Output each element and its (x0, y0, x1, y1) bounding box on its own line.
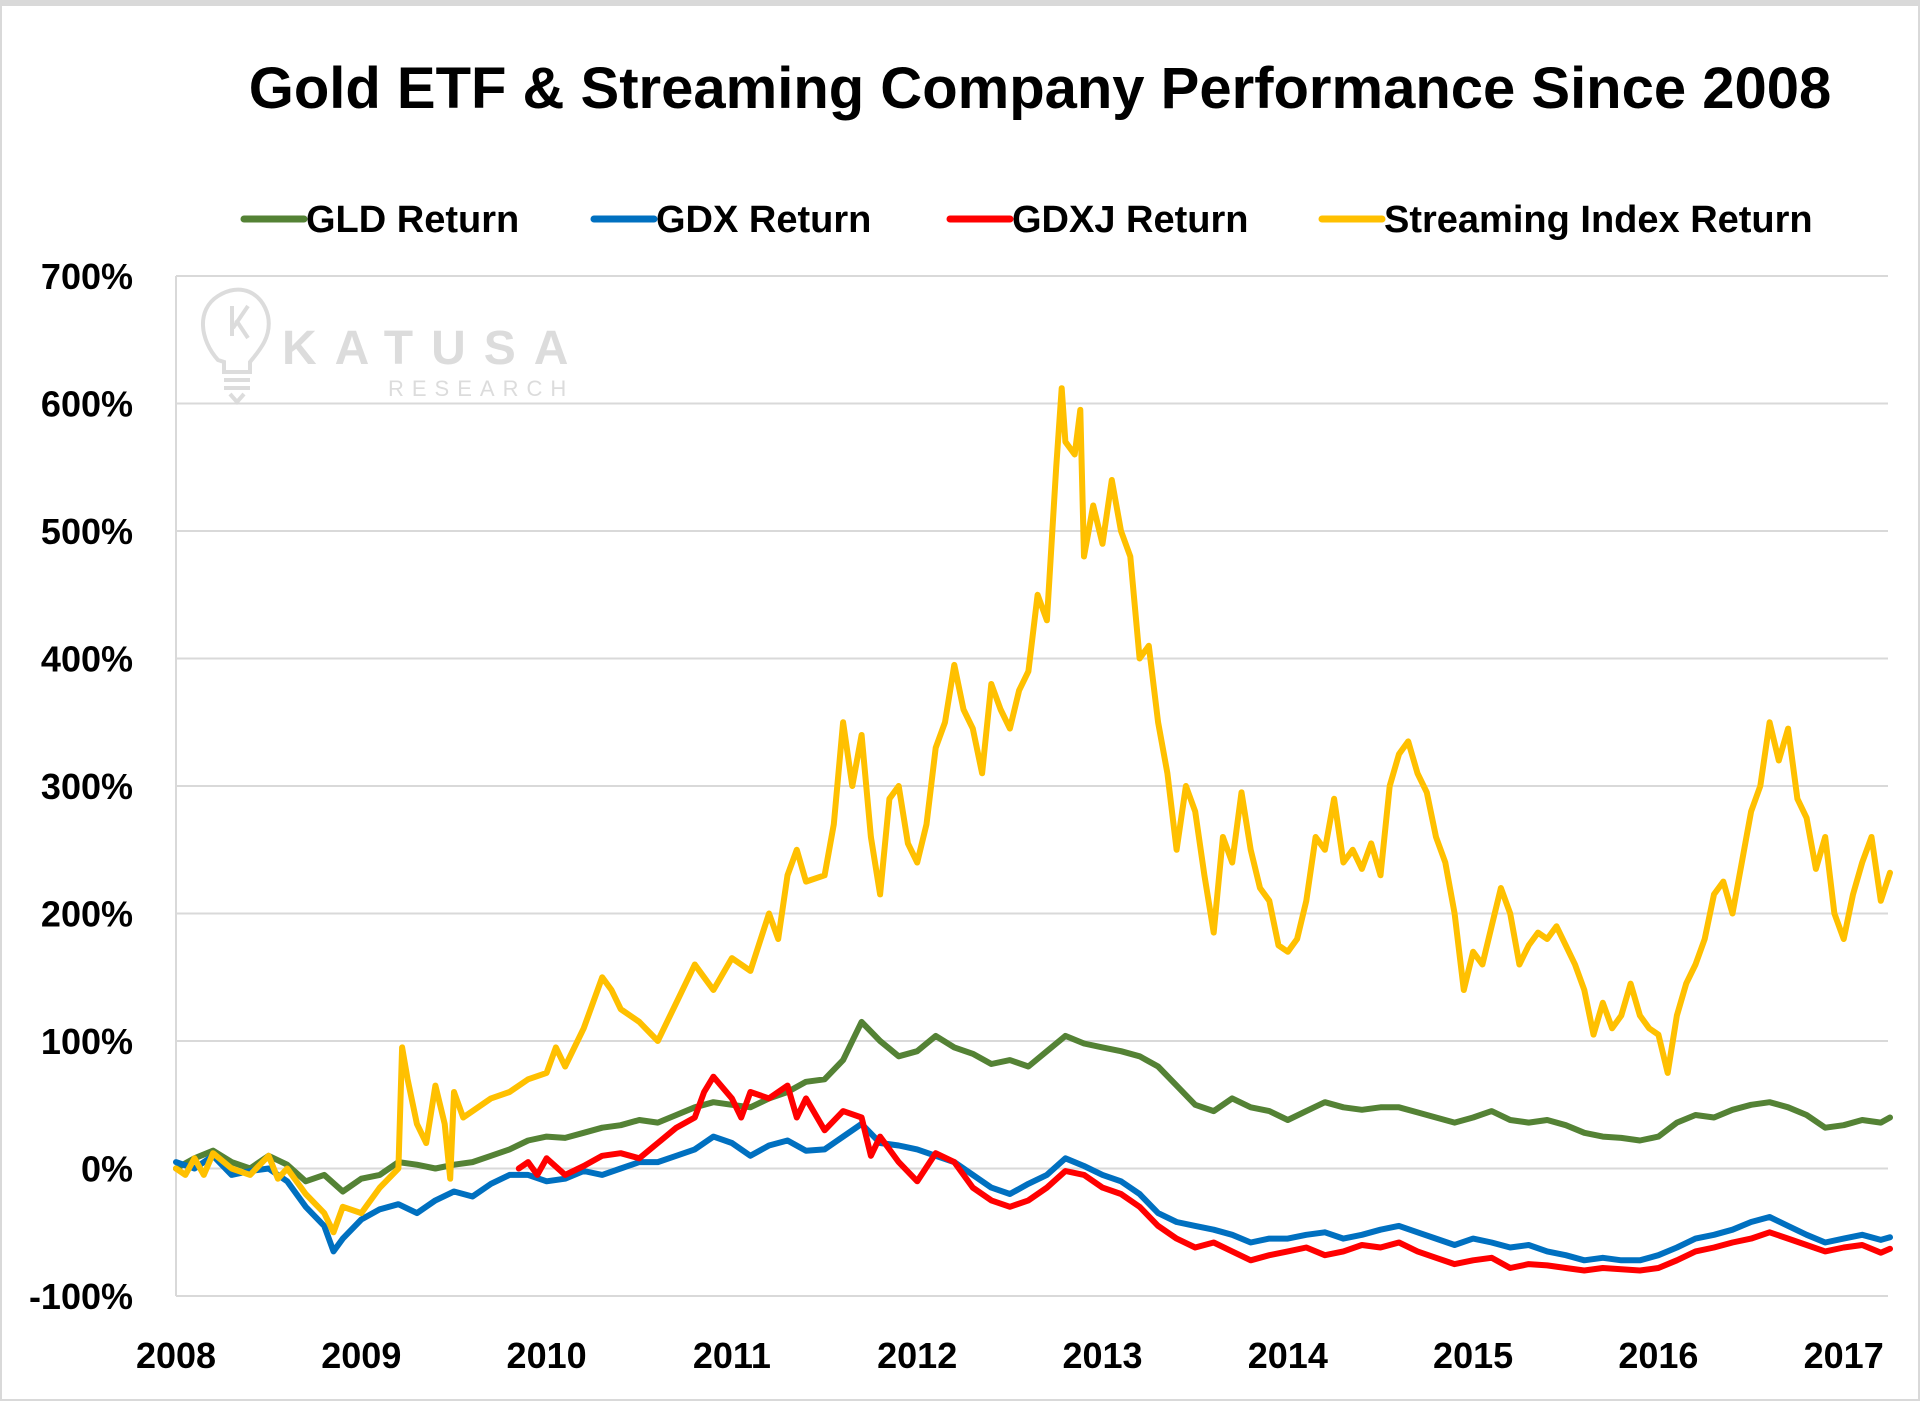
series-line-streaming-index-return (173, 385, 1893, 1236)
legend: GLD Return GDX Return GDXJ Return Streaming… (240, 199, 1813, 241)
x-tick-label: 2012 (877, 1335, 957, 1376)
legend-label: Streaming Index Return (1384, 199, 1813, 241)
legend-label: GDX Return (656, 199, 871, 241)
x-tick-label: 2015 (1433, 1335, 1513, 1376)
gridlines (175, 275, 1888, 1297)
y-tick-label: 0% (81, 1149, 133, 1190)
lightbulb-icon (201, 287, 271, 406)
y-axis-ticks: -100% 0% 100% 200% 300% 400% 500% 600% 700% (29, 256, 133, 1317)
legend-item: GDXJ Return (946, 199, 1248, 241)
series-line-gdxj-return (515, 1073, 1893, 1274)
x-tick-label: 2014 (1248, 1335, 1328, 1376)
series-line-gdx-return (173, 1120, 1893, 1264)
x-tick-label: 2013 (1062, 1335, 1142, 1376)
series-lines (173, 385, 1893, 1274)
x-tick-label: 2017 (1804, 1335, 1884, 1376)
watermark: KATUSA RESEARCH (201, 287, 586, 406)
y-tick-label: 600% (41, 384, 133, 425)
legend-label: GDXJ Return (1012, 199, 1248, 241)
x-tick-label: 2009 (321, 1335, 401, 1376)
y-tick-label: 500% (41, 511, 133, 552)
legend-label: GLD Return (306, 199, 519, 241)
y-tick-label: 300% (41, 766, 133, 807)
legend-item: GDX Return (590, 199, 871, 241)
x-axis-ticks: 2008 2009 2010 2011 2012 2013 2014 2015 2016 2017 (136, 1335, 1884, 1376)
x-tick-label: 2016 (1618, 1335, 1698, 1376)
x-tick-label: 2010 (507, 1335, 587, 1376)
watermark-sub: RESEARCH (388, 376, 574, 401)
x-tick-label: 2008 (136, 1335, 216, 1376)
legend-item: Streaming Index Return (1318, 199, 1813, 241)
y-tick-label: 700% (41, 256, 133, 297)
legend-item: GLD Return (240, 199, 519, 241)
y-tick-label: 200% (41, 894, 133, 935)
y-tick-label: -100% (29, 1276, 133, 1317)
y-tick-label: 400% (41, 639, 133, 680)
chart-title: Gold ETF & Streaming Company Performance… (249, 56, 1832, 121)
y-tick-label: 100% (41, 1021, 133, 1062)
series-line-gld-return (173, 1018, 1893, 1195)
watermark-brand: KATUSA (282, 322, 586, 375)
x-tick-label: 2011 (693, 1335, 771, 1376)
